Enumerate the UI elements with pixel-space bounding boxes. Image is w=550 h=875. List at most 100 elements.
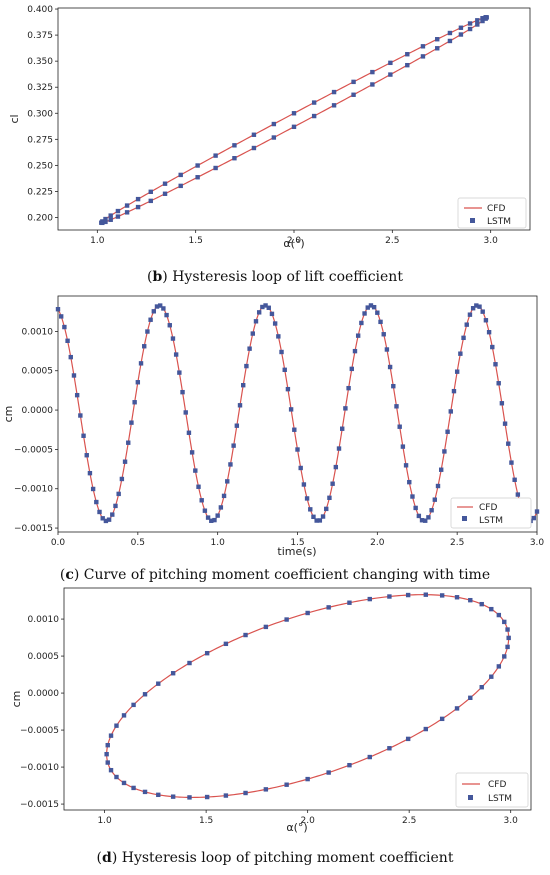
- y-tick-label: 0.0000: [28, 689, 60, 699]
- lstm-marker: [108, 217, 113, 222]
- lstm-marker: [435, 483, 441, 489]
- lstm-marker: [68, 354, 73, 360]
- lstm-marker: [142, 344, 147, 349]
- lstm-marker: [204, 794, 210, 800]
- lstm-marker: [359, 320, 364, 326]
- y-tick-label: 0.0010: [28, 615, 60, 625]
- lstm-marker: [104, 751, 109, 757]
- y-tick-label: 0.0000: [22, 406, 54, 416]
- lstm-marker: [237, 403, 243, 408]
- lstm-marker: [251, 132, 257, 137]
- cfd-line: [106, 594, 510, 799]
- lstm-marker: [355, 333, 361, 338]
- lstm-marker: [458, 351, 463, 356]
- lstm-marker: [423, 518, 428, 523]
- lstm-marker: [505, 627, 510, 632]
- lstm-marker: [405, 62, 410, 68]
- legend: CFD LSTM: [457, 197, 527, 229]
- lstm-marker: [122, 459, 128, 464]
- lstm-marker: [113, 503, 118, 509]
- lstm-marker: [405, 52, 410, 57]
- lstm-marker: [62, 324, 67, 330]
- lstm-marker: [475, 18, 480, 23]
- lstm-marker: [420, 44, 426, 49]
- lstm-marker: [199, 498, 204, 503]
- lstm-marker: [177, 370, 182, 375]
- lstm-marker: [187, 795, 192, 800]
- lstm-marker: [271, 135, 277, 140]
- lstm-marker: [105, 760, 110, 765]
- lstm-marker: [347, 762, 352, 768]
- lstm-marker: [479, 601, 484, 607]
- x-axis-label: time(s): [277, 545, 316, 558]
- lstm-marker: [311, 113, 317, 119]
- lstm-marker: [531, 515, 537, 521]
- plot-frame: [57, 7, 531, 231]
- lstm-marker: [432, 497, 438, 502]
- lstm-marker: [121, 780, 127, 786]
- x-tick-label: 2.5: [385, 236, 399, 246]
- plot-frame: [63, 587, 532, 811]
- lstm-marker: [477, 304, 482, 309]
- lstm-marker: [483, 16, 488, 21]
- lstm-marker: [352, 348, 358, 354]
- lstm-marker: [256, 310, 262, 315]
- lstm-marker: [454, 595, 460, 600]
- lstm-marker: [405, 736, 411, 742]
- lstm-marker: [489, 674, 494, 679]
- lstm-marker: [314, 518, 319, 523]
- y-tick-label: −0.0010: [14, 485, 53, 495]
- lstm-marker: [231, 443, 236, 448]
- lstm-marker: [326, 605, 331, 610]
- lstm-marker: [445, 429, 450, 434]
- lstm-marker: [506, 635, 511, 641]
- y-tick-label: 0.0005: [28, 652, 60, 662]
- x-tick-label: 3.0: [484, 236, 499, 246]
- lstm-marker: [331, 89, 337, 95]
- y-tick-label: 0.200: [27, 213, 53, 223]
- lstm-marker: [241, 383, 246, 388]
- lstm-marker: [311, 514, 316, 519]
- lstm-marker: [87, 470, 93, 476]
- legend: CFD LSTM: [450, 497, 532, 529]
- lstm-marker: [138, 361, 144, 366]
- lstm-marker: [108, 733, 114, 738]
- lstm-marker: [407, 479, 412, 485]
- lstm-marker: [493, 362, 498, 367]
- lstm-marker: [496, 612, 502, 618]
- lstm-marker: [215, 513, 220, 518]
- lstm-marker: [103, 216, 108, 222]
- lstm-marker: [458, 25, 464, 30]
- lstm-marker: [419, 518, 425, 523]
- lstm-marker: [439, 467, 444, 472]
- lstm-marker: [458, 32, 464, 37]
- lstm-marker: [232, 143, 237, 148]
- x-tick-label: 2.0: [370, 538, 385, 548]
- lstm-marker: [351, 79, 356, 85]
- lstm-marker: [145, 329, 150, 334]
- lstm-marker: [97, 509, 102, 515]
- lstm-marker: [178, 172, 183, 178]
- lstm-marker: [157, 303, 163, 308]
- lstm-marker: [326, 770, 331, 775]
- y-axis-label: cl: [8, 114, 21, 123]
- lstm-marker: [439, 716, 445, 722]
- legend-lstm-swatch: [462, 516, 467, 521]
- lstm-marker: [391, 383, 396, 389]
- lstm-marker: [276, 334, 281, 339]
- lstm-marker: [387, 364, 393, 370]
- y-tick-label: 0.400: [27, 5, 53, 15]
- lstm-marker: [429, 508, 434, 513]
- lstm-marker: [244, 363, 249, 369]
- lstm-marker: [502, 421, 508, 426]
- lstm-marker: [110, 512, 115, 517]
- lstm-marker: [384, 347, 390, 352]
- lstm-marker: [282, 367, 287, 372]
- lstm-marker: [272, 321, 278, 326]
- lstm-marker: [447, 30, 453, 36]
- y-tick-label: 0.325: [27, 83, 53, 93]
- lstm-marker: [170, 671, 176, 676]
- lstm-marker: [263, 787, 269, 792]
- lstm-marker: [467, 312, 473, 317]
- lstm-marker: [135, 380, 141, 385]
